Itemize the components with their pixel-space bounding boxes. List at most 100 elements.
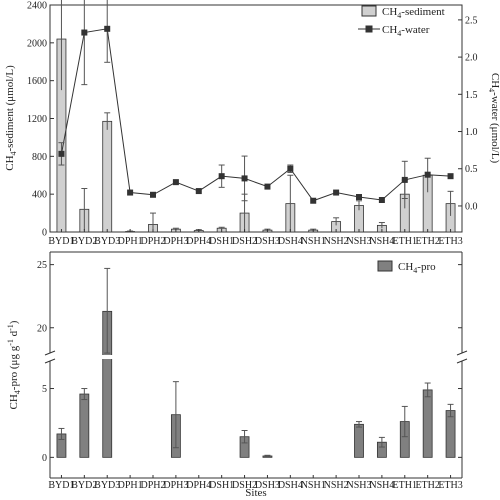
right-y-tick-label-0.0: 0.0 [465, 201, 478, 212]
axis-break-mark-right-2 [456, 358, 468, 364]
water-point-ETH1 [401, 176, 408, 183]
water-point-BYD3 [104, 25, 111, 32]
left-y-tick-label-2400: 2400 [27, 1, 47, 12]
bottom-x-tick-label-ETH2: ETH2 [415, 480, 439, 491]
bottom-x-tick-label-ETH3: ETH3 [438, 480, 462, 491]
right-y-tick-label-2.5: 2.5 [465, 15, 478, 26]
water-point-DPH1 [127, 189, 134, 196]
top-x-tick-label-ETH3: ETH3 [438, 236, 462, 247]
left-y-tick-label-1200: 1200 [27, 114, 47, 125]
top-x-tick-label-DPH1: DPH1 [118, 236, 143, 247]
bottom-y-tick-label-0: 0 [42, 453, 47, 464]
bottom-x-tick-label-ETH1: ETH1 [393, 480, 417, 491]
water-point-BYD1 [58, 150, 65, 157]
pro-bar-BYD2 [79, 393, 90, 458]
bottom-x-tick-label-BYD3: BYD3 [94, 480, 120, 491]
bottom-x-tick-label-DPH2: DPH2 [140, 480, 165, 491]
left-y-tick-label-800: 800 [32, 152, 47, 163]
bottom-x-tick-label-NSH1: NSH1 [301, 480, 326, 491]
top-chart: 0 400 800 1200 1600 2000 2400 0.0 0.5 1.0 1.5 2.0 2… [4, 0, 500, 247]
right-y-tick-label-0.5: 0.5 [465, 164, 478, 175]
top-x-tick-label-NSH1: NSH1 [301, 236, 326, 247]
water-line [60, 28, 451, 202]
axis-break-mark-right-1 [456, 350, 468, 356]
left-y-tick-label-0: 0 [42, 228, 47, 239]
bottom-x-tick-label-NSH2: NSH2 [324, 480, 349, 491]
bottom-y-tick-label-25: 25 [37, 260, 47, 271]
axis-break-mark-left-1 [44, 350, 56, 356]
left-y-tick-label-1600: 1600 [27, 76, 47, 87]
legend-swatch-pro [377, 260, 393, 272]
left-y-axis-title: CH4-sediment (μmol/L) [4, 65, 18, 171]
water-point-DSH1 [218, 173, 225, 180]
axis-break-mark-left-2 [44, 358, 56, 364]
bottom-x-tick-label-DPH3: DPH3 [163, 480, 188, 491]
top-x-tick-label-BYD3: BYD3 [94, 236, 120, 247]
top-x-tick-label-NSH4: NSH4 [369, 236, 394, 247]
bottom-y-axis-title: CH4-pro (μg g-1 d-1) [6, 320, 22, 409]
water-point-NSH3 [356, 194, 362, 201]
bottom-x-tick-label-NSH4: NSH4 [369, 480, 394, 491]
water-point-NSH4 [378, 196, 385, 203]
bottom-x-tick-label-BYD2: BYD2 [71, 480, 97, 491]
legend-marker-water [365, 25, 373, 33]
top-x-tick-label-DPH4: DPH4 [186, 236, 211, 247]
bottom-x-tick-label-DSH2: DSH2 [232, 480, 257, 491]
top-x-tick-label-NSH3: NSH3 [346, 236, 371, 247]
bottom-x-tick-label-DSH3: DSH3 [255, 480, 280, 491]
pro-bar-ETH3 [445, 410, 456, 458]
pro-bar-break-BYD3 [101, 355, 113, 359]
top-x-tick-label-ETH1: ETH1 [393, 236, 417, 247]
water-point-DPH3 [172, 179, 179, 186]
water-point-ETH2 [424, 171, 431, 178]
top-x-tick-label-BYD1: BYD1 [48, 236, 74, 247]
water-series [58, 0, 454, 204]
right-y-axis-title: CH4-water (μmol/L) [487, 73, 500, 164]
water-point-NSH2 [333, 189, 340, 196]
water-point-NSH1 [310, 197, 317, 204]
right-y-tick-label-1.5: 1.5 [465, 90, 478, 101]
top-x-tick-label-NSH2: NSH2 [324, 236, 349, 247]
right-y-axis: 0.0 0.5 1.0 1.5 2.0 2.5 [458, 15, 478, 212]
top-x-tick-label-DSH3: DSH3 [255, 236, 280, 247]
bottom-y-tick-label-20: 20 [37, 323, 47, 334]
top-x-tick-label-ETH2: ETH2 [415, 236, 439, 247]
bottom-x-tick-label-BYD1: BYD1 [48, 480, 74, 491]
legend-label-sediment: CH4-sediment [382, 6, 445, 20]
water-point-ETH3 [447, 173, 454, 180]
top-x-tick-label-DPH2: DPH2 [140, 236, 165, 247]
bottom-x-tick-label-DSH4: DSH4 [278, 480, 303, 491]
bottom-x-axis-title: Sites [245, 487, 266, 499]
bottom-x-tick-label-DSH1: DSH1 [209, 480, 234, 491]
bottom-y-axis: 0 5 20 25 [37, 260, 462, 464]
pro-bar-ETH2 [422, 389, 433, 458]
left-y-tick-label-400: 400 [32, 190, 47, 201]
top-x-tick-label-DSH4: DSH4 [278, 236, 303, 247]
bottom-x-tick-label-DPH4: DPH4 [186, 480, 211, 491]
legend-label-pro: CH4-pro [398, 261, 436, 275]
bottom-x-tick-label-NSH3: NSH3 [346, 480, 371, 491]
right-y-tick-label-2.0: 2.0 [465, 53, 478, 64]
top-x-axis: BYD1BYD2BYD3DPH1DPH2DPH3DPH4DSH1DSH2DSH3… [48, 229, 463, 247]
water-point-DSH4 [287, 165, 294, 172]
water-point-DPH4 [195, 188, 202, 195]
top-x-tick-label-DSH2: DSH2 [232, 236, 257, 247]
pro-error-bars [58, 267, 454, 458]
bottom-x-axis: BYD1BYD2BYD3DPH1DPH2DPH3DPH4DSH1DSH2DSH3… [48, 475, 463, 491]
bottom-y-tick-label-5: 5 [42, 384, 47, 395]
water-point-DSH3 [264, 183, 271, 190]
right-y-tick-label-1.0: 1.0 [465, 127, 478, 138]
top-x-tick-label-DSH1: DSH1 [209, 236, 234, 247]
water-point-DPH2 [150, 191, 156, 198]
left-y-tick-label-2000: 2000 [27, 38, 47, 49]
pro-bar-NSH3 [354, 423, 364, 458]
top-x-tick-label-DPH3: DPH3 [163, 236, 188, 247]
pro-bars [56, 310, 456, 458]
bottom-legend: CH4-pro [377, 260, 436, 275]
water-point-DSH2 [241, 175, 248, 182]
left-y-axis: 0 400 800 1200 1600 2000 2400 [27, 1, 54, 239]
legend-label-water: CH4-water [382, 24, 430, 38]
bottom-x-tick-label-DPH1: DPH1 [118, 480, 143, 491]
